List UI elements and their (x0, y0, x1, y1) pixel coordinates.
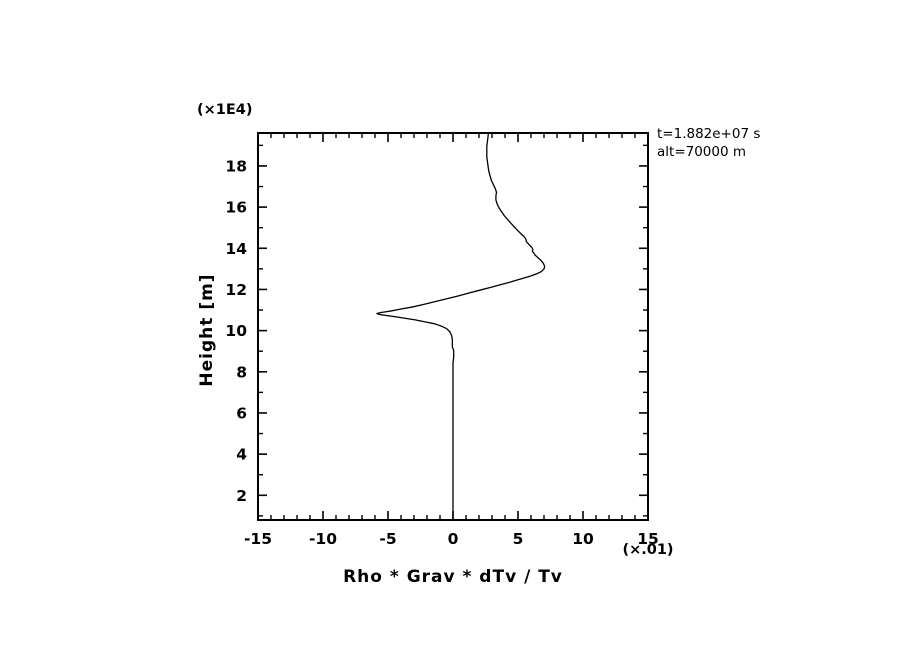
annotation-time: t=1.882e+07 s (657, 126, 760, 142)
x-tick-label: -10 (309, 530, 337, 548)
x-tick-label: 0 (448, 530, 459, 548)
y-tick-label: 4 (236, 446, 247, 464)
y-tick-label: 6 (236, 404, 247, 422)
x-tick-label: 15 (637, 530, 659, 548)
data-curve (376, 132, 546, 520)
y-axis-unit-label: (×1E4) (197, 102, 253, 118)
x-tick-label: 5 (513, 530, 524, 548)
x-tick-label: -15 (244, 530, 272, 548)
y-tick-label: 18 (225, 157, 247, 175)
annotation-altitude: alt=70000 m (657, 144, 746, 160)
y-axis-title: Height [m] (197, 273, 217, 386)
x-axis-title: Rho * Grav * dTv / Tv (343, 567, 563, 587)
y-tick-label: 14 (225, 240, 247, 258)
y-tick-label: 10 (225, 322, 247, 340)
x-tick-label: -5 (379, 530, 396, 548)
x-axis-unit-label: (×.01) (622, 542, 673, 558)
y-tick-label: 2 (236, 487, 247, 505)
y-tick-label: 12 (225, 281, 247, 299)
x-tick-label: 10 (572, 530, 594, 548)
y-tick-label: 8 (236, 363, 247, 381)
y-tick-label: 16 (225, 199, 247, 217)
